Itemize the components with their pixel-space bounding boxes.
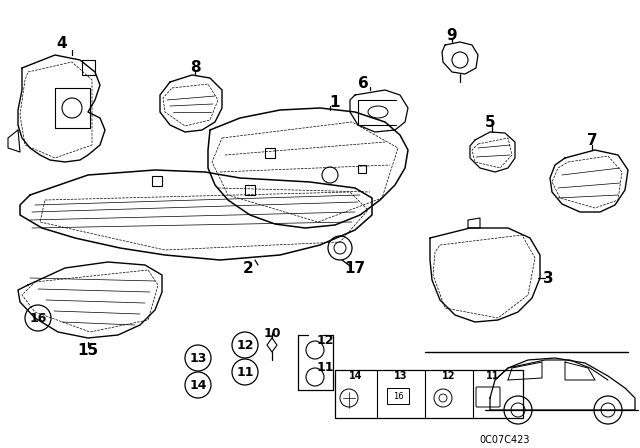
Bar [245,185,255,195]
Text: 12: 12 [316,333,333,346]
Bar [265,148,275,158]
Text: 17: 17 [344,260,365,276]
Text: 7: 7 [587,133,597,147]
Text: 1: 1 [330,95,340,109]
Bar [335,370,523,418]
Text: 3: 3 [543,271,554,285]
Text: 16: 16 [29,311,47,324]
Text: 11: 11 [316,361,333,374]
Text: 14: 14 [189,379,207,392]
Text: 15: 15 [77,343,99,358]
Bar [387,388,409,404]
Text: 5: 5 [484,115,495,129]
Text: 12: 12 [236,339,253,352]
Bar [152,176,162,186]
Text: 2: 2 [243,260,253,276]
Text: 0C07C423: 0C07C423 [480,435,531,445]
Text: 14: 14 [349,371,363,381]
Text: 13: 13 [394,371,408,381]
Text: 10: 10 [263,327,281,340]
Bar [358,165,366,173]
Text: 11: 11 [236,366,253,379]
Text: 16: 16 [393,392,403,401]
Text: 13: 13 [189,352,207,365]
Text: 8: 8 [189,60,200,74]
Text: 12: 12 [442,371,456,381]
Text: 6: 6 [358,76,369,90]
Text: 4: 4 [57,35,67,51]
Text: 9: 9 [447,27,458,43]
Text: 11: 11 [486,371,500,381]
